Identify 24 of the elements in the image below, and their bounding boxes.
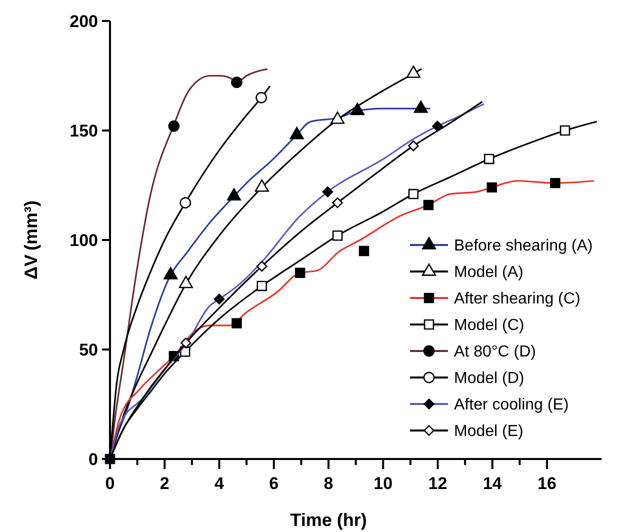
x-axis-title: Time (hr) (290, 510, 367, 530)
y-tick-label: 150 (70, 121, 98, 140)
y-tick-label: 0 (88, 450, 98, 469)
legend-label: Model (C) (454, 317, 524, 334)
y-tick-label: 200 (70, 12, 98, 31)
x-tick-label: 10 (374, 474, 393, 493)
y-tick-label: 100 (70, 230, 98, 250)
x-tick-label: 6 (269, 474, 279, 493)
y-tick-label: 50 (79, 340, 98, 360)
legend-label: Model (A) (454, 264, 524, 282)
x-tick-label: 12 (428, 474, 448, 493)
legend-label: Before shearing (A) (454, 238, 593, 255)
legend-label: At 80°C (D) (454, 344, 536, 361)
x-tick-label: 2 (160, 474, 170, 493)
x-tick-label: 16 (538, 474, 556, 493)
x-tick-label: 4 (214, 474, 225, 493)
x-tick-label: 14 (482, 474, 502, 493)
legend-label: Model (D) (454, 370, 524, 388)
y-axis-title: ΔV (mm³) (21, 200, 41, 280)
legend-label: Model (E) (454, 423, 524, 440)
legend-label: After shearing (C) (454, 290, 580, 308)
legend-label: After cooling (E) (454, 396, 569, 414)
x-tick-label: 8 (324, 474, 334, 493)
x-tick-label: 0 (105, 474, 115, 493)
